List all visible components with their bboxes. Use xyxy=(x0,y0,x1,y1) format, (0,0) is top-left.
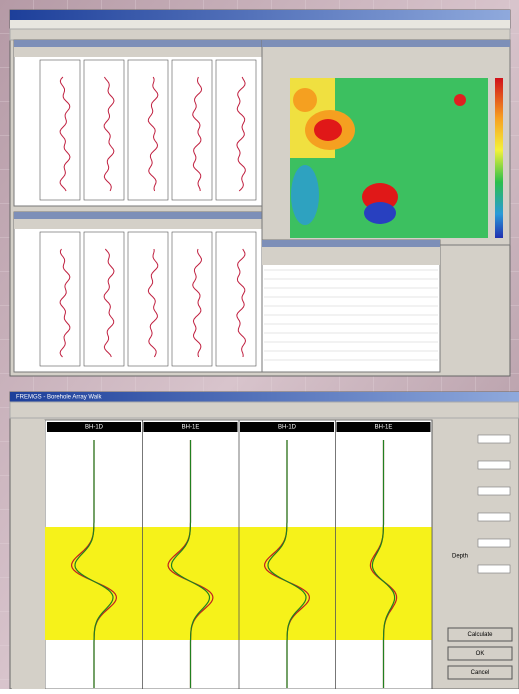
input-box xyxy=(477,538,511,548)
bottom-window: FREMGS - Borehole Array Walk xyxy=(9,391,519,690)
input-box xyxy=(477,434,511,444)
log-curve xyxy=(192,76,203,192)
track xyxy=(39,59,81,201)
log-curve xyxy=(103,248,115,358)
log-curve xyxy=(147,76,159,192)
log-curve xyxy=(236,76,246,192)
track-header xyxy=(336,422,431,432)
input-box xyxy=(477,486,511,496)
track xyxy=(83,59,125,201)
track xyxy=(215,59,257,201)
log-curve xyxy=(236,248,247,358)
track-header xyxy=(47,422,141,432)
response-curve xyxy=(74,440,114,688)
top-window xyxy=(9,9,511,377)
button-label: Calculate xyxy=(467,632,493,638)
input-box xyxy=(477,460,511,470)
response-curve xyxy=(170,440,211,688)
track xyxy=(127,59,169,201)
button-label: OK xyxy=(476,651,485,657)
track xyxy=(127,231,169,367)
track xyxy=(83,231,125,367)
track-header-label: BH-1D xyxy=(85,425,104,431)
track xyxy=(171,231,213,367)
track-header-label: BH-1D xyxy=(278,425,297,431)
input-box xyxy=(477,564,511,574)
button[interactable] xyxy=(447,627,513,642)
track xyxy=(171,59,213,201)
field-label: Depth xyxy=(452,554,468,560)
log-curve xyxy=(59,76,71,192)
track-header xyxy=(143,422,238,432)
window-title: FREMGS - Borehole Array Walk xyxy=(16,395,102,401)
button-label: Cancel xyxy=(471,670,490,676)
input-box xyxy=(477,512,511,522)
log-curve xyxy=(192,248,203,358)
track xyxy=(215,231,257,367)
track xyxy=(39,231,81,367)
track-header-label: BH-1E xyxy=(182,425,200,431)
button[interactable] xyxy=(447,665,513,680)
log-curve xyxy=(59,248,71,358)
track-header-label: BH-1E xyxy=(375,425,393,431)
track-header xyxy=(240,422,334,432)
response-curve xyxy=(371,440,396,688)
response-curve xyxy=(267,440,307,688)
button[interactable] xyxy=(447,646,513,661)
log-curve xyxy=(147,248,159,358)
log-curve xyxy=(103,76,115,192)
